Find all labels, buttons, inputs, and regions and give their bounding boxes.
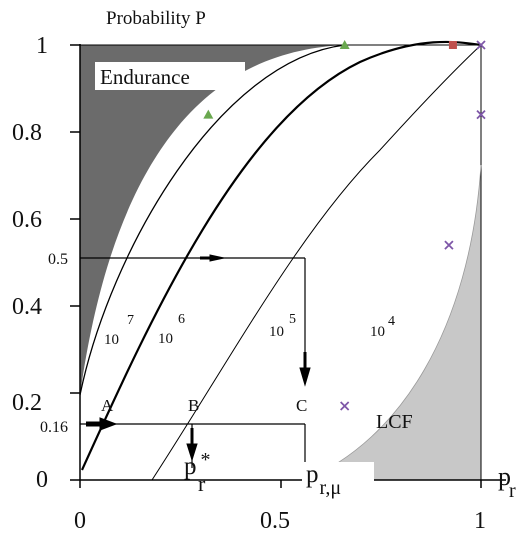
- green-triangle-marker: [203, 109, 214, 119]
- pr-star-label: p * r: [184, 449, 211, 496]
- point-a-label: A: [101, 396, 114, 415]
- y-tick-label: 0.2: [12, 390, 42, 416]
- y-tick-label: 0.6: [12, 207, 42, 233]
- red-square-markers: [448, 41, 457, 49]
- title: Probability P: [106, 8, 206, 29]
- x-tick-marks: [79, 480, 482, 488]
- curve-10e4-lcf-boundary: [304, 164, 482, 481]
- arrows: [86, 254, 311, 462]
- red-square-marker: [448, 41, 457, 49]
- x-tick-label: 0: [74, 508, 86, 533]
- green-triangle-marker: [339, 40, 350, 49]
- level-label-mid: 0.5: [48, 251, 68, 268]
- curve-label-10e4: 104: [370, 314, 395, 340]
- x-tick-label: 0.5: [260, 508, 290, 533]
- curve-10e5: [151, 44, 482, 481]
- curve-label-10e6: 106: [158, 312, 185, 347]
- y-tick-label: 0.4: [12, 294, 42, 320]
- curve-10e6: [80, 40, 482, 471]
- curve-label-10e7: 107: [104, 313, 134, 348]
- endurance-label: Endurance: [100, 65, 190, 89]
- green-triangle-markers: [203, 40, 350, 119]
- level-low-bg: [36, 415, 76, 435]
- y-tick-marks: [70, 44, 80, 481]
- x-tick-label: 1: [474, 508, 486, 533]
- point-b-label: B: [188, 396, 199, 415]
- purple-x-marker: [476, 40, 486, 50]
- x-axis-label: pr: [498, 462, 516, 502]
- purple-x-markers: [340, 40, 486, 411]
- lcf-region: [305, 165, 481, 480]
- curve-10e7: [79, 44, 346, 396]
- y-tick-label: 1: [36, 33, 48, 59]
- point-c-label: C: [296, 396, 307, 415]
- purple-x-marker: [476, 109, 486, 120]
- pr-mu-label: pr,μ: [306, 461, 341, 499]
- level-label-low: 0.16: [40, 419, 68, 436]
- y-tick-label: 0.8: [12, 120, 42, 146]
- purple-x-marker: [444, 240, 454, 250]
- pr-mu-bg: [302, 462, 374, 488]
- lcf-label: LCF: [376, 411, 413, 433]
- endurance-region: [80, 45, 345, 395]
- endurance-label-bg: [95, 62, 245, 90]
- y-tick-label: 0: [36, 467, 48, 493]
- curve-label-10e5: 105: [269, 312, 296, 340]
- purple-x-marker: [340, 401, 350, 411]
